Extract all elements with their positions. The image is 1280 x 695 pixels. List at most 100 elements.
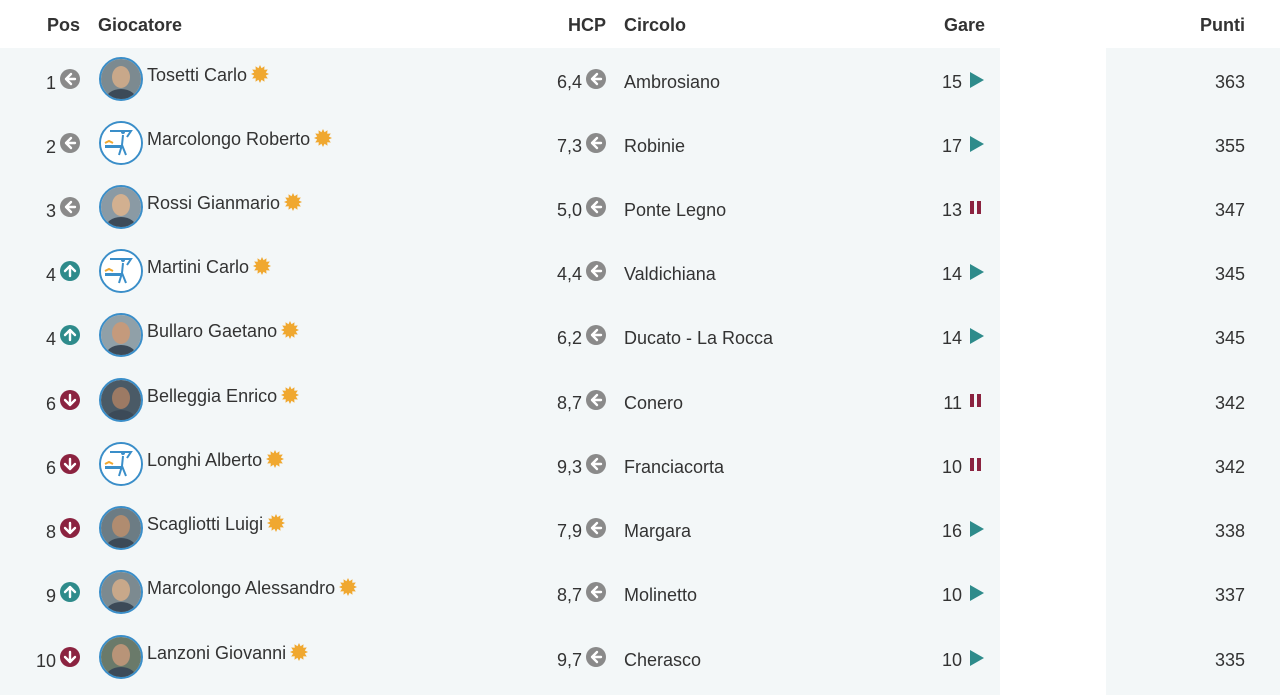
player-name[interactable]: Tosetti Carlo [147,65,248,85]
player-name-link[interactable]: Longhi Alberto [147,449,285,473]
avatar[interactable] [99,635,143,679]
pause-icon[interactable] [968,199,986,217]
play-icon[interactable] [968,71,986,89]
punti-value: 345 [1214,264,1245,284]
pause-icon[interactable] [968,392,986,410]
gare-count: 10 [941,650,962,670]
header-punti[interactable]: Punti [1200,15,1245,35]
table-row[interactable]: 1 Tosetti Carlo 6,4 Ambrosiano 15 363 [0,57,1280,137]
player-name[interactable]: Marcolongo Roberto [147,129,311,149]
gare-count: 16 [941,521,962,541]
player-name-link[interactable]: Marcolongo Roberto [147,128,333,152]
play-icon[interactable] [968,520,986,538]
table-row[interactable]: 10 Lanzoni Giovanni 9,7 Cherasco 10 335 [0,635,1280,695]
circolo-name[interactable]: Valdichiana [624,264,716,284]
player-name[interactable]: Bullaro Gaetano [147,321,278,341]
avatar[interactable] [99,506,143,550]
play-icon[interactable] [968,327,986,345]
punti-value: 337 [1214,585,1245,605]
position: 6 [45,458,56,478]
circolo-name[interactable]: Franciacorta [624,457,725,477]
player-name[interactable]: Martini Carlo [147,257,250,277]
avatar[interactable] [99,442,143,486]
table-row[interactable]: 8 Scagliotti Luigi 7,9 Margara 16 338 [0,506,1280,586]
badge-star-icon [284,193,303,216]
header-hcp[interactable]: HCP [567,15,606,35]
circolo-name[interactable]: Margara [624,521,692,541]
table-row[interactable]: 4 Martini Carlo 4,4 Valdichiana 14 345 [0,249,1280,329]
avatar[interactable] [99,570,143,614]
position: 6 [45,394,56,414]
table-row[interactable]: 6 Longhi Alberto 9,3 Franciacorta 10 342 [0,442,1280,522]
hcp-value: 5,0 [556,200,582,220]
player-name-link[interactable]: Martini Carlo [147,256,272,280]
gare-count: 10 [941,457,962,477]
play-icon[interactable] [968,584,986,602]
circolo-name[interactable]: Ponte Legno [624,200,727,220]
gare-count: 17 [941,136,962,156]
player-name-link[interactable]: Scagliotti Luigi [147,513,286,537]
header-pos[interactable]: Pos [46,15,80,35]
circolo-name[interactable]: Robinie [624,136,686,156]
position: 3 [45,201,56,221]
punti-value: 347 [1214,200,1245,220]
hcp-trend-icon [586,647,606,667]
trend-same-icon [60,69,80,89]
position: 10 [35,651,56,671]
gare-count: 14 [941,328,962,348]
play-icon[interactable] [968,649,986,667]
avatar[interactable] [99,378,143,422]
player-name-link[interactable]: Marcolongo Alessandro [147,577,358,601]
hcp-value: 9,7 [556,650,582,670]
punti-value: 345 [1214,328,1245,348]
play-icon[interactable] [968,135,986,153]
player-name-link[interactable]: Tosetti Carlo [147,64,270,88]
hcp-trend-icon [586,133,606,153]
avatar[interactable] [99,57,143,101]
player-name[interactable]: Rossi Gianmario [147,193,281,213]
hcp-value: 6,4 [556,72,582,92]
circolo-name[interactable]: Ambrosiano [624,72,721,92]
player-name[interactable]: Lanzoni Giovanni [147,643,287,663]
player-name-link[interactable]: Rossi Gianmario [147,192,303,216]
hcp-trend-icon [586,325,606,345]
player-name-link[interactable]: Belleggia Enrico [147,385,300,409]
hcp-value: 8,7 [556,585,582,605]
player-name[interactable]: Longhi Alberto [147,450,263,470]
player-name[interactable]: Belleggia Enrico [147,386,278,406]
position: 1 [45,73,56,93]
badge-star-icon [267,514,286,537]
header-circolo[interactable]: Circolo [624,15,687,35]
table-row[interactable]: 6 Belleggia Enrico 8,7 Conero 11 342 [0,378,1280,458]
player-name-link[interactable]: Lanzoni Giovanni [147,642,309,666]
player-name-link[interactable]: Bullaro Gaetano [147,320,300,344]
table-row[interactable]: 2 Marcolongo Roberto 7,3 Robinie 17 355 [0,121,1280,201]
avatar[interactable] [99,313,143,357]
position: 4 [45,329,56,349]
circolo-name[interactable]: Molinetto [624,585,698,605]
position: 8 [45,522,56,542]
avatar[interactable] [99,121,143,165]
trend-up-icon [60,325,80,345]
header-giocatore[interactable]: Giocatore [98,15,183,35]
hcp-value: 7,3 [556,136,582,156]
play-icon[interactable] [968,263,986,281]
trend-up-icon [60,261,80,281]
circolo-name[interactable]: Ducato - La Rocca [624,328,774,348]
badge-star-icon [314,129,333,152]
player-name[interactable]: Marcolongo Alessandro [147,578,336,598]
punti-value: 355 [1214,136,1245,156]
trend-down-icon [60,518,80,538]
circolo-name[interactable]: Conero [624,393,684,413]
avatar[interactable] [99,185,143,229]
table-row[interactable]: 3 Rossi Gianmario 5,0 Ponte Legno 13 347 [0,185,1280,265]
player-name[interactable]: Scagliotti Luigi [147,514,264,534]
pause-icon[interactable] [968,456,986,474]
avatar[interactable] [99,249,143,293]
circolo-name[interactable]: Cherasco [624,650,702,670]
header-gare[interactable]: Gare [943,15,985,35]
badge-star-icon [281,321,300,344]
table-row[interactable]: 4 Bullaro Gaetano 6,2 Ducato - La Rocca 14 34… [0,313,1280,393]
trend-same-icon [60,133,80,153]
table-row[interactable]: 9 Marcolongo Alessandro 8,7 Molinetto 10 337 [0,570,1280,650]
